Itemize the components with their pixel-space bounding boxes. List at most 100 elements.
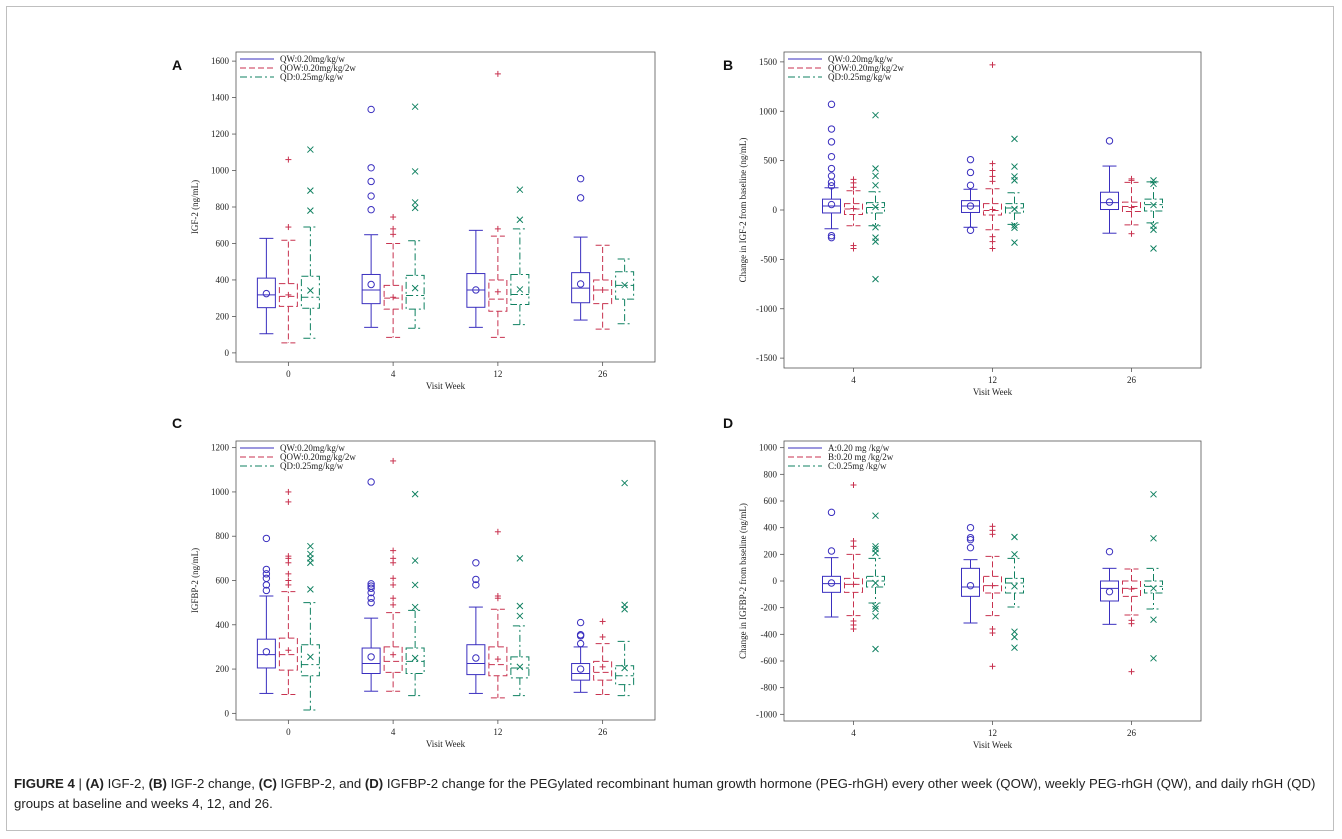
outlier-marker — [989, 173, 996, 180]
outlier-marker — [411, 490, 419, 498]
outlier-marker — [494, 70, 501, 77]
series-1 — [256, 478, 591, 694]
x-b — [872, 172, 879, 180]
x-tick-label: 12 — [493, 369, 502, 379]
mean-marker — [827, 200, 836, 209]
legend: QW:0.20mg/kg/wQOW:0.20mg/kg/2wQD:0.25mg/… — [240, 54, 356, 82]
caption-part-b-text: IGF-2 change, — [166, 776, 259, 791]
x-tick-label: 4 — [391, 727, 396, 737]
outlier-marker — [576, 175, 585, 183]
box-0 — [300, 146, 320, 339]
y-tick-label: 600 — [764, 496, 778, 506]
box-26 — [593, 618, 613, 696]
y-tick-label: -200 — [761, 603, 778, 613]
outlier-marker — [989, 663, 996, 670]
outlier-marker — [989, 167, 996, 174]
outlier-marker — [390, 231, 397, 238]
outlier-marker — [494, 225, 501, 232]
x-tick-label: 26 — [598, 369, 608, 379]
y-tick-label: 1600 — [211, 56, 230, 66]
series-3 — [300, 103, 635, 339]
outlier-marker — [989, 61, 996, 68]
box-iqr — [510, 656, 530, 679]
outlier-marker — [390, 555, 397, 562]
outlier-marker — [827, 100, 836, 109]
x-tick-label: 4 — [851, 375, 856, 385]
legend: QW:0.20mg/kg/wQOW:0.20mg/kg/2wQD:0.25mg/… — [788, 54, 904, 82]
outlier-marker — [472, 575, 480, 584]
legend-label: A:0.20 mg /kg/w — [828, 443, 890, 453]
y-tick-label: 1200 — [211, 129, 230, 139]
panel-a: A 0 200 400 600 800 1000 1200 1400 1600 IGF-2 (ng/… — [172, 51, 656, 391]
outlier-marker — [285, 156, 292, 163]
y-tick-label: 1500 — [759, 57, 778, 67]
series-3 — [300, 479, 635, 711]
box-iqr — [383, 284, 403, 310]
box-0 — [278, 156, 298, 344]
mean-marker — [1150, 584, 1157, 592]
outlier-marker — [827, 233, 836, 242]
x-b — [1150, 490, 1157, 498]
caption-figure-label: FIGURE 4 — [14, 776, 75, 791]
outlier-marker — [827, 547, 836, 555]
box-iqr — [844, 577, 863, 593]
box-iqr — [300, 644, 320, 677]
x-b — [411, 654, 419, 662]
outlier-marker — [872, 645, 879, 653]
box-12 — [983, 61, 1002, 252]
x-tick-label: 26 — [598, 727, 608, 737]
y-tick-label: 0 — [773, 205, 778, 215]
mean-marker — [850, 581, 857, 588]
x-b — [872, 275, 879, 283]
x-tick-label: 26 — [1127, 375, 1137, 385]
mean-marker — [262, 648, 271, 656]
x-b — [872, 542, 879, 550]
outlier-marker — [367, 598, 375, 607]
mean-marker — [472, 654, 480, 662]
box-26 — [571, 175, 591, 321]
y-tick-label: 200 — [216, 664, 230, 674]
outlier-marker — [390, 595, 397, 602]
mean-marker — [411, 654, 419, 662]
panel-letter-c: C — [172, 415, 182, 431]
outlier-marker — [1150, 654, 1157, 662]
y-tick-label: 1400 — [211, 93, 230, 103]
box-26 — [1100, 137, 1119, 234]
box-26 — [593, 244, 613, 330]
legend-label: QOW:0.20mg/kg/2w — [280, 63, 356, 73]
outlier-marker — [827, 231, 836, 240]
box-26 — [615, 479, 635, 697]
outlier-marker — [307, 187, 314, 194]
outlier-marker — [1011, 221, 1018, 229]
x-b — [872, 234, 879, 242]
outlier-marker — [621, 601, 628, 609]
caption-part-a-text: IGF-2, — [103, 776, 149, 791]
x-b — [411, 168, 419, 175]
outlier-marker — [367, 192, 375, 200]
mean-marker — [1105, 198, 1114, 206]
x-b — [621, 664, 628, 672]
legend-label: QD:0.25mg/kg/w — [280, 72, 344, 82]
x-b — [1011, 239, 1018, 246]
x-b — [1011, 582, 1018, 590]
mean-marker — [516, 663, 524, 671]
x-b — [307, 653, 314, 661]
mean-marker — [989, 582, 996, 589]
box-iqr — [361, 273, 381, 305]
box-26 — [1122, 175, 1141, 237]
box-12 — [510, 555, 530, 697]
x-axis-label: Visit Week — [973, 740, 1013, 750]
box-12 — [488, 528, 508, 699]
series-2 — [278, 457, 613, 699]
mean-marker — [1128, 586, 1135, 592]
outlier-marker — [285, 570, 292, 577]
caption-part-c-label: (C) — [258, 776, 277, 791]
outlier-marker — [966, 543, 975, 552]
x-b — [621, 601, 628, 609]
y-tick-label: -800 — [761, 683, 778, 693]
caption-part-d-text: IGFBP-2 change for the PEGylated recombi… — [14, 776, 1316, 811]
outlier-marker — [1150, 222, 1157, 230]
box-iqr — [615, 665, 635, 686]
outlier-marker — [472, 559, 480, 567]
legend: QW:0.20mg/kg/wQOW:0.20mg/kg/2wQD:0.25mg/… — [240, 443, 356, 471]
